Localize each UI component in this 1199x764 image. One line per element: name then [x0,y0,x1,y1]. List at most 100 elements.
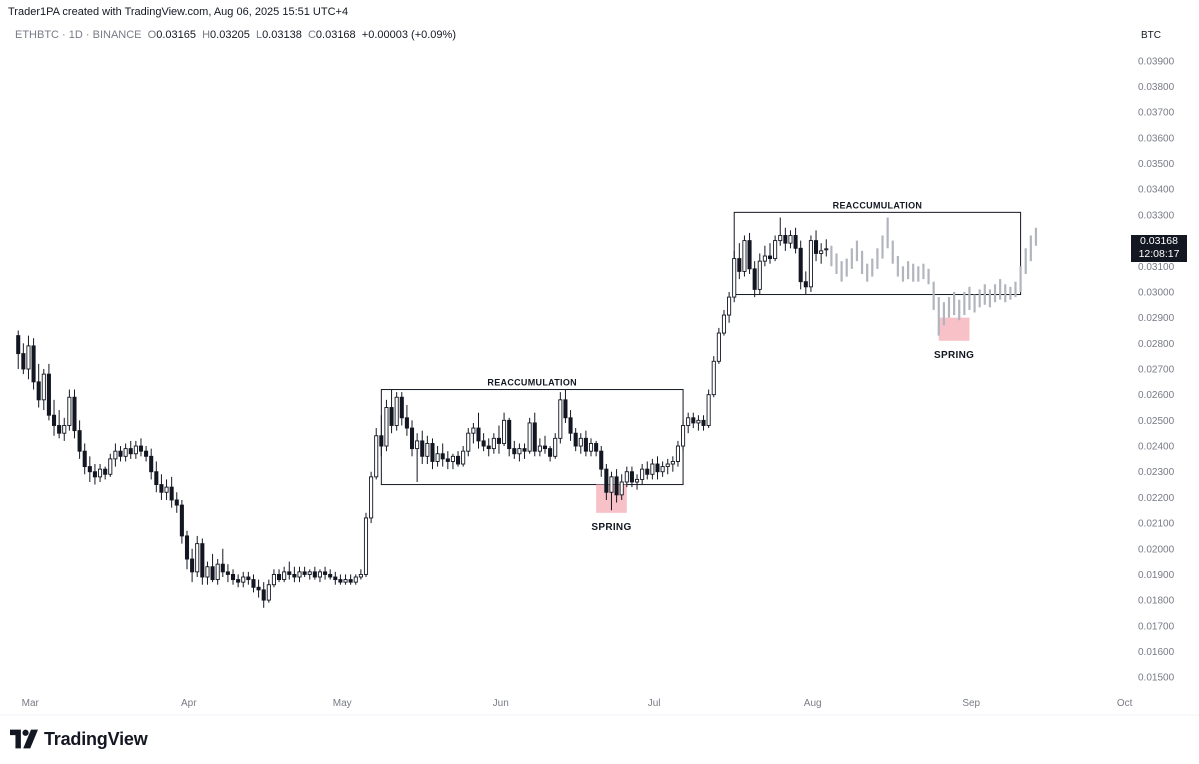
candle-body-down [798,247,803,283]
candle [650,458,655,480]
candle-body-down [767,255,773,260]
candle-body-up [742,240,747,272]
candle [727,291,732,323]
candle-body-down [440,453,445,460]
spring-label: SPRING [934,350,974,361]
projected-bar [958,299,961,321]
candle-body-down [230,573,236,581]
candle-body-down [138,445,144,452]
candle-body-down [292,573,297,578]
high-value: 0.03205 [210,29,250,41]
candle-body-up [353,576,358,583]
candle [430,438,435,470]
tradingview-logo[interactable]: TradingView [10,728,148,750]
candle [573,428,578,452]
candle [404,404,409,436]
candle-body-up [686,417,691,426]
candle [614,469,619,503]
candle-body-up [588,443,594,452]
currency-label[interactable]: BTC [1141,30,1161,41]
candle [665,458,670,475]
candle [440,443,445,467]
candle-body-up [26,345,31,370]
candle-body-down [251,579,256,588]
projected-bar [876,248,879,269]
price-tick-label: 0.02300 [1138,467,1175,478]
projection-layer [830,217,1038,336]
candle [241,571,246,588]
candle [532,412,537,457]
candle-body-up [665,463,670,468]
candle-body-down [174,499,179,506]
candle-body-up [425,443,430,457]
candle-body-down [210,566,215,581]
candle-body-down [57,425,62,434]
low-label: L [255,29,263,41]
candle-body-down [200,543,205,578]
candle-body-down [814,240,819,254]
candle [36,363,41,408]
time-tick-label: Oct [1117,698,1133,709]
candle-body-up [98,468,103,478]
candle-body-down [604,468,609,493]
candle-body-up [205,566,210,578]
candle [379,415,384,457]
change-value: +0.00003 (+0.09%) [361,29,456,41]
candle-body-down [532,422,537,452]
candle-body-up [108,458,113,475]
candle [21,343,26,375]
candle [819,243,824,264]
candle [174,492,179,513]
candle [169,476,174,508]
projected-bar [871,258,874,277]
candle [629,466,634,488]
candle-body-up [435,453,440,462]
candle [512,440,517,459]
candle [624,466,629,488]
candle-body-down [568,417,573,434]
candle [287,561,292,580]
candle-body-down [542,445,548,450]
candle [251,574,256,593]
candle-body-up [762,255,767,262]
price-tick-label: 0.03800 [1138,82,1175,93]
candle-body-down [803,281,808,288]
candle-body-down [481,440,486,447]
candle-body-down [236,579,241,583]
candle-body-down [277,573,282,581]
candle [752,261,757,298]
candle [302,566,307,578]
candle [271,569,276,588]
symbol-label[interactable]: ETHBTC · 1D · BINANCE [15,29,142,41]
candle [363,512,369,578]
candle [41,369,46,411]
candle-body-down [379,435,384,447]
projected-bar [942,302,945,326]
candle [747,232,752,274]
candle-body-up [62,425,67,434]
candle-body-up [384,407,389,447]
candle-body-up [41,373,46,401]
candle-body-up [675,445,680,462]
candle-body-up [619,481,624,496]
candle [200,538,205,585]
candle-body-down [246,576,251,581]
candle [277,569,282,583]
candle [67,389,72,431]
candle [435,446,440,467]
candle [548,446,553,462]
candle-body-down [46,373,51,416]
candle-body-up [819,250,824,254]
candle-body-down [486,445,491,450]
candle [645,461,650,480]
price-tick-label: 0.02500 [1138,416,1175,427]
projected-bar [937,297,940,336]
candle-body-down [338,579,343,583]
candle [323,566,328,580]
candle-body-down [261,589,266,601]
candle [98,464,103,482]
candle-body-down [404,417,409,429]
ohlc-legend: ETHBTC · 1D · BINANCE O0.03165 H0.03205 … [15,29,456,41]
candle [409,420,415,457]
